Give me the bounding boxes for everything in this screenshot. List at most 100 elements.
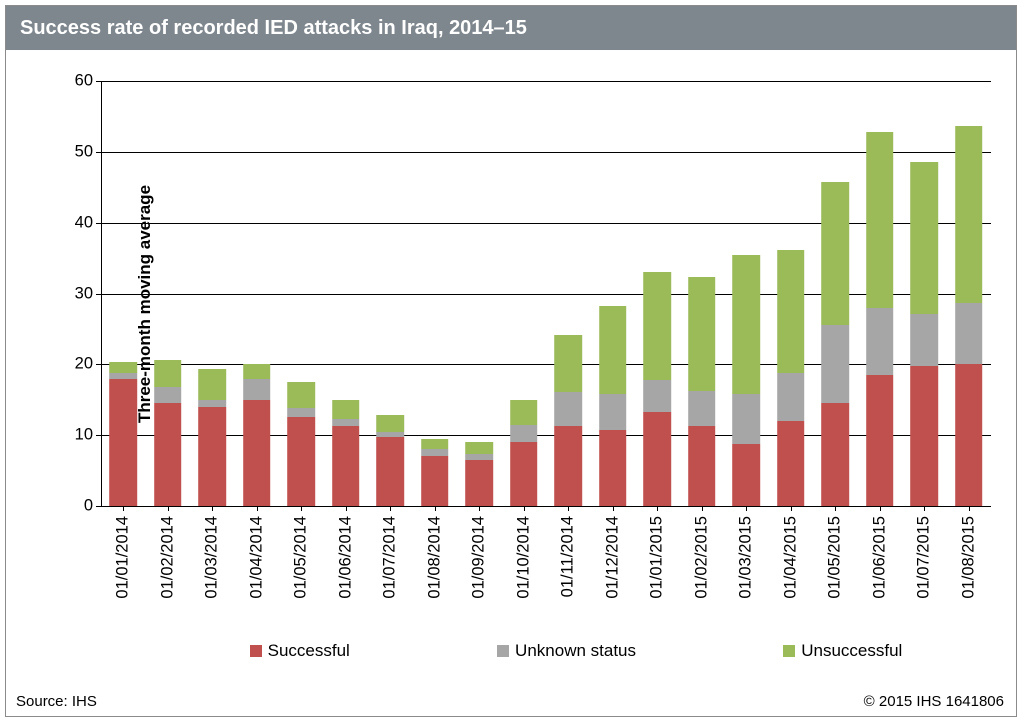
bar-segment-unknown (287, 408, 315, 417)
bar-slot: 01/02/2014 (146, 81, 191, 506)
x-tick-label: 01/06/2015 (870, 516, 889, 599)
bar-segment-unknown (243, 379, 271, 400)
x-tick (835, 506, 836, 511)
bar-segment-successful (465, 460, 493, 506)
bar-segment-unsuccessful (198, 369, 226, 399)
x-tick (168, 506, 169, 511)
bar-stack (243, 364, 271, 506)
bar-segment-unsuccessful (688, 277, 716, 390)
legend-item: Successful (250, 641, 350, 661)
bar-segment-unknown (599, 394, 627, 429)
bar-segment-unsuccessful (910, 162, 938, 314)
x-tick (702, 506, 703, 511)
bar-segment-unsuccessful (510, 400, 538, 425)
legend-swatch (783, 645, 795, 657)
legend-swatch (250, 645, 262, 657)
bar-slot: 01/06/2015 (858, 81, 903, 506)
bar-segment-successful (109, 379, 137, 507)
bar-segment-unsuccessful (287, 382, 315, 408)
bar-segment-unknown (688, 391, 716, 426)
x-tick-label: 01/11/2014 (559, 516, 578, 597)
bar-segment-unsuccessful (643, 272, 671, 380)
bar-segment-successful (777, 421, 805, 506)
bar-stack (732, 255, 760, 506)
copyright-text: © 2015 IHS 1641806 (864, 693, 1004, 710)
legend: Successful Unknown status Unsuccessful (176, 641, 976, 661)
bar-segment-unknown (732, 394, 760, 444)
bar-slot: 01/08/2014 (413, 81, 458, 506)
bar-segment-successful (421, 456, 449, 506)
bar-segment-successful (732, 444, 760, 506)
legend-label: Unsuccessful (801, 641, 902, 661)
bar-stack (688, 277, 716, 506)
y-tick-label: 60 (75, 72, 101, 91)
x-tick (301, 506, 302, 511)
bar-segment-successful (688, 426, 716, 506)
x-tick-label: 01/02/2014 (158, 516, 177, 599)
bar-segment-unknown (821, 325, 849, 403)
x-tick-label: 01/09/2014 (470, 516, 489, 599)
x-tick-label: 01/06/2014 (336, 516, 355, 599)
bar-stack (109, 362, 137, 506)
legend-item: Unsuccessful (783, 641, 902, 661)
y-tick-label: 50 (75, 142, 101, 161)
bar-segment-successful (376, 437, 404, 506)
y-tick-label: 0 (84, 497, 101, 516)
bar-segment-unsuccessful (109, 362, 137, 373)
bar-slot: 01/05/2015 (813, 81, 858, 506)
chart-card: Success rate of recorded IED attacks in … (5, 5, 1017, 717)
bar-segment-successful (955, 364, 983, 506)
chart-title: Success rate of recorded IED attacks in … (20, 17, 527, 40)
x-tick (390, 506, 391, 511)
bar-segment-successful (643, 412, 671, 506)
bar-segment-successful (332, 426, 360, 506)
bar-segment-unknown (866, 308, 894, 375)
x-tick-label: 01/08/2015 (959, 516, 978, 599)
x-tick-label: 01/01/2014 (114, 516, 133, 599)
legend-item: Unknown status (497, 641, 636, 661)
bar-slot: 01/07/2014 (368, 81, 413, 506)
bar-segment-successful (510, 442, 538, 506)
bar-segment-unsuccessful (243, 364, 271, 378)
bar-segment-unsuccessful (421, 439, 449, 450)
x-tick-label: 01/07/2014 (381, 516, 400, 599)
bar-stack (332, 400, 360, 506)
bar-slot: 01/07/2015 (902, 81, 947, 506)
x-tick (524, 506, 525, 511)
bar-stack (510, 400, 538, 506)
bar-stack (376, 415, 404, 506)
x-tick (568, 506, 569, 511)
x-tick (880, 506, 881, 511)
bar-segment-unsuccessful (332, 400, 360, 419)
bar-stack (421, 439, 449, 506)
bar-segment-unsuccessful (866, 132, 894, 308)
bar-segment-successful (866, 375, 894, 506)
x-tick-label: 01/04/2014 (247, 516, 266, 599)
bar-segment-successful (154, 403, 182, 506)
legend-swatch (497, 645, 509, 657)
bar-segment-unsuccessful (821, 182, 849, 326)
bar-segment-successful (821, 403, 849, 506)
x-tick-label: 01/02/2015 (692, 516, 711, 599)
bar-stack (643, 272, 671, 506)
y-tick-label: 20 (75, 355, 101, 374)
bar-slot: 01/04/2015 (769, 81, 814, 506)
bar-segment-unknown (510, 425, 538, 443)
bar-stack (599, 306, 627, 506)
y-tick-label: 30 (75, 284, 101, 303)
bar-stack (554, 335, 582, 506)
bar-slot: 01/05/2014 (279, 81, 324, 506)
bar-slot: 01/04/2014 (235, 81, 280, 506)
bar-segment-unsuccessful (376, 415, 404, 431)
bar-segment-unsuccessful (732, 255, 760, 395)
bar-stack (154, 360, 182, 506)
bar-slot: 01/09/2014 (457, 81, 502, 506)
x-tick (212, 506, 213, 511)
y-tick-label: 40 (75, 213, 101, 232)
bar-segment-unknown (198, 400, 226, 407)
bar-segment-unsuccessful (599, 306, 627, 395)
bar-slot: 01/11/2014 (546, 81, 591, 506)
bar-segment-unknown (643, 380, 671, 412)
x-tick (435, 506, 436, 511)
bar-segment-unsuccessful (554, 335, 582, 392)
